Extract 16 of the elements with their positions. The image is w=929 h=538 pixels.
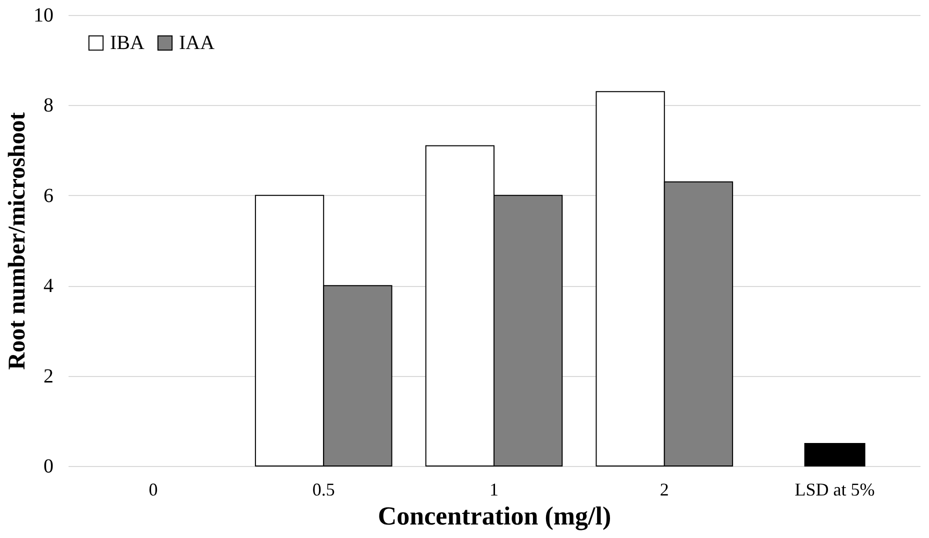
y-tick-label: 2 xyxy=(44,365,54,388)
x-tick-label: LSD at 5% xyxy=(794,480,875,500)
y-tick-label: 6 xyxy=(44,184,54,207)
y-axis-title: Root number/microshoot xyxy=(4,112,30,370)
x-axis-title: Concentration (mg/l) xyxy=(378,502,612,530)
x-tick-label: 0.5 xyxy=(312,480,335,500)
y-tick-label: 8 xyxy=(44,94,54,117)
bar xyxy=(804,442,866,466)
legend-label: IBA xyxy=(110,32,145,54)
x-tick-label: 1 xyxy=(490,480,498,500)
y-tick-label: 0 xyxy=(44,456,54,478)
y-tick-label: 4 xyxy=(44,275,54,298)
x-tick-label: 2 xyxy=(660,480,669,500)
x-tick-label: 0 xyxy=(148,480,158,500)
legend-label: IAA xyxy=(179,32,216,54)
y-tick-label: 10 xyxy=(34,4,54,26)
